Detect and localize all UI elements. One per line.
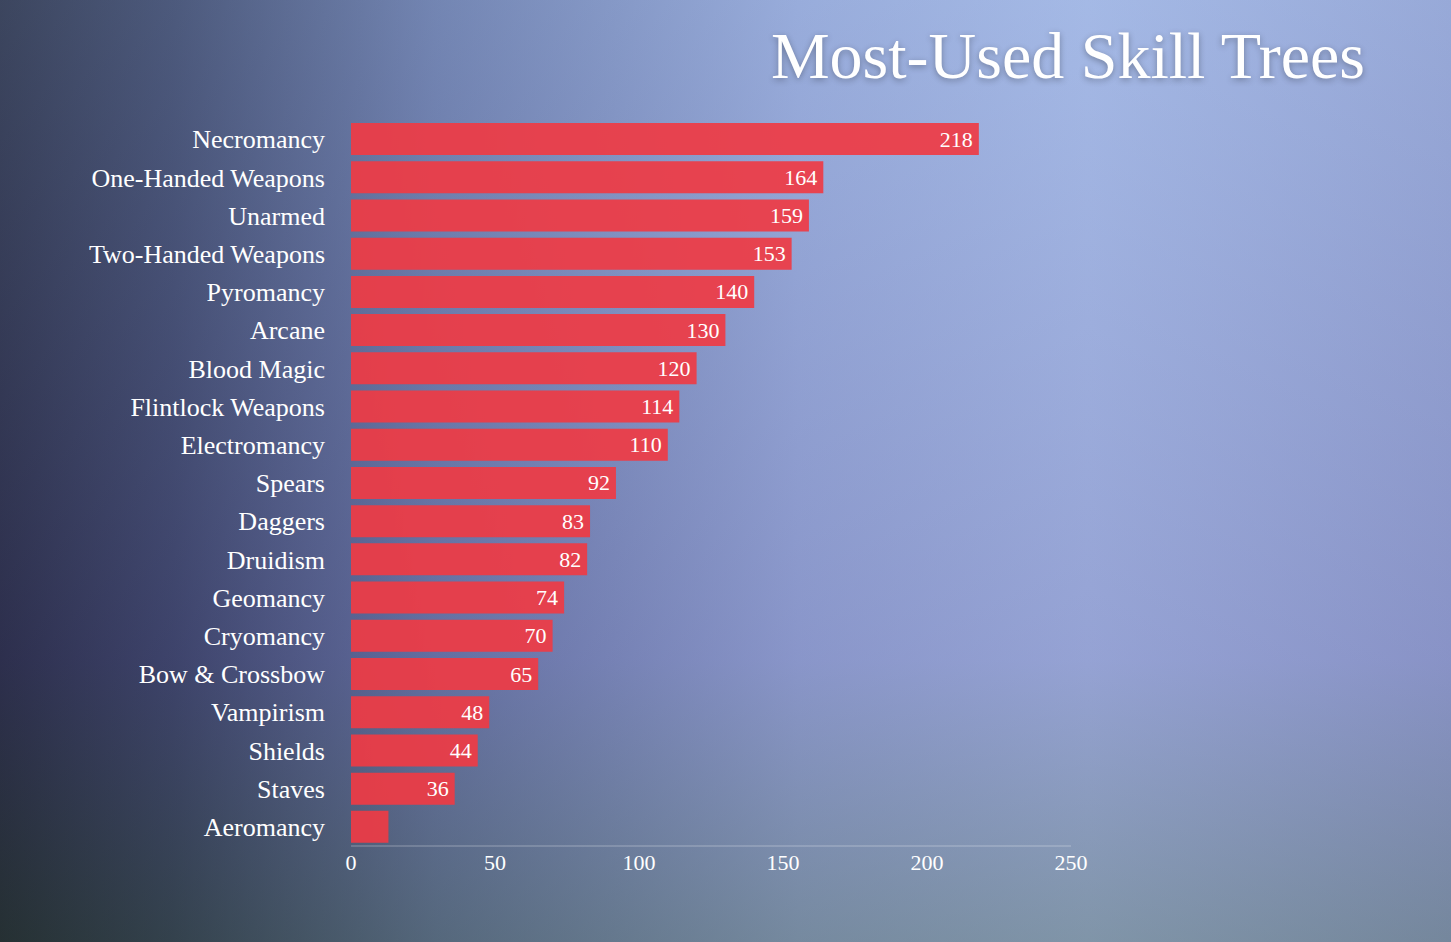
svg-text:Geomancy: Geomancy	[212, 584, 325, 613]
svg-text:153: 153	[753, 241, 786, 266]
svg-text:82: 82	[559, 547, 581, 572]
svg-text:Unarmed: Unarmed	[228, 202, 325, 231]
svg-text:Shields: Shields	[248, 737, 325, 766]
svg-text:70: 70	[525, 623, 547, 648]
svg-text:Daggers: Daggers	[238, 507, 325, 536]
svg-text:Staves: Staves	[257, 775, 325, 804]
svg-text:50: 50	[484, 850, 506, 875]
html-text:Most-Used Skill Trees: Most-Used Skill Trees	[770, 19, 1365, 92]
svg-text:110: 110	[630, 432, 662, 457]
svg-text:218: 218	[940, 127, 973, 152]
svg-text:114: 114	[641, 394, 673, 419]
svg-text:Druidism: Druidism	[227, 546, 325, 575]
svg-text:140: 140	[715, 279, 748, 304]
svg-text:150: 150	[767, 850, 800, 875]
svg-text:Cryomancy: Cryomancy	[204, 622, 325, 651]
svg-text:164: 164	[784, 165, 817, 190]
svg-text:83: 83	[562, 509, 584, 534]
svg-text:Spears: Spears	[256, 469, 325, 498]
svg-text:Arcane: Arcane	[250, 316, 325, 345]
svg-text:74: 74	[536, 585, 558, 610]
svg-text:Necromancy: Necromancy	[192, 125, 325, 154]
svg-text:159: 159	[770, 203, 803, 228]
svg-text:100: 100	[623, 850, 656, 875]
svg-text:Vampirism: Vampirism	[211, 698, 325, 727]
svg-text:Bow & Crossbow: Bow & Crossbow	[139, 660, 326, 689]
svg-text:Pyromancy: Pyromancy	[207, 278, 325, 307]
svg-text:Electromancy: Electromancy	[181, 431, 325, 460]
svg-text:0: 0	[346, 850, 357, 875]
svg-text:48: 48	[461, 700, 483, 725]
svg-text:120: 120	[658, 356, 691, 381]
svg-text:Blood Magic: Blood Magic	[189, 355, 326, 384]
svg-text:36: 36	[427, 776, 449, 801]
svg-text:Two-Handed Weapons: Two-Handed Weapons	[89, 240, 325, 269]
svg-text:250: 250	[1055, 850, 1088, 875]
svg-text:One-Handed Weapons: One-Handed Weapons	[91, 164, 325, 193]
svg-text:130: 130	[686, 318, 719, 343]
svg-text:Aeromancy: Aeromancy	[204, 813, 325, 842]
svg-text:200: 200	[911, 850, 944, 875]
svg-text:44: 44	[450, 738, 472, 763]
svg-text:92: 92	[588, 470, 610, 495]
svg-text:Flintlock Weapons: Flintlock Weapons	[130, 393, 325, 422]
svg-text:65: 65	[510, 662, 532, 687]
